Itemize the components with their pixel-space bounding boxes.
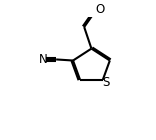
Text: S: S bbox=[102, 76, 110, 89]
Text: N: N bbox=[39, 53, 48, 66]
Text: O: O bbox=[95, 3, 104, 16]
